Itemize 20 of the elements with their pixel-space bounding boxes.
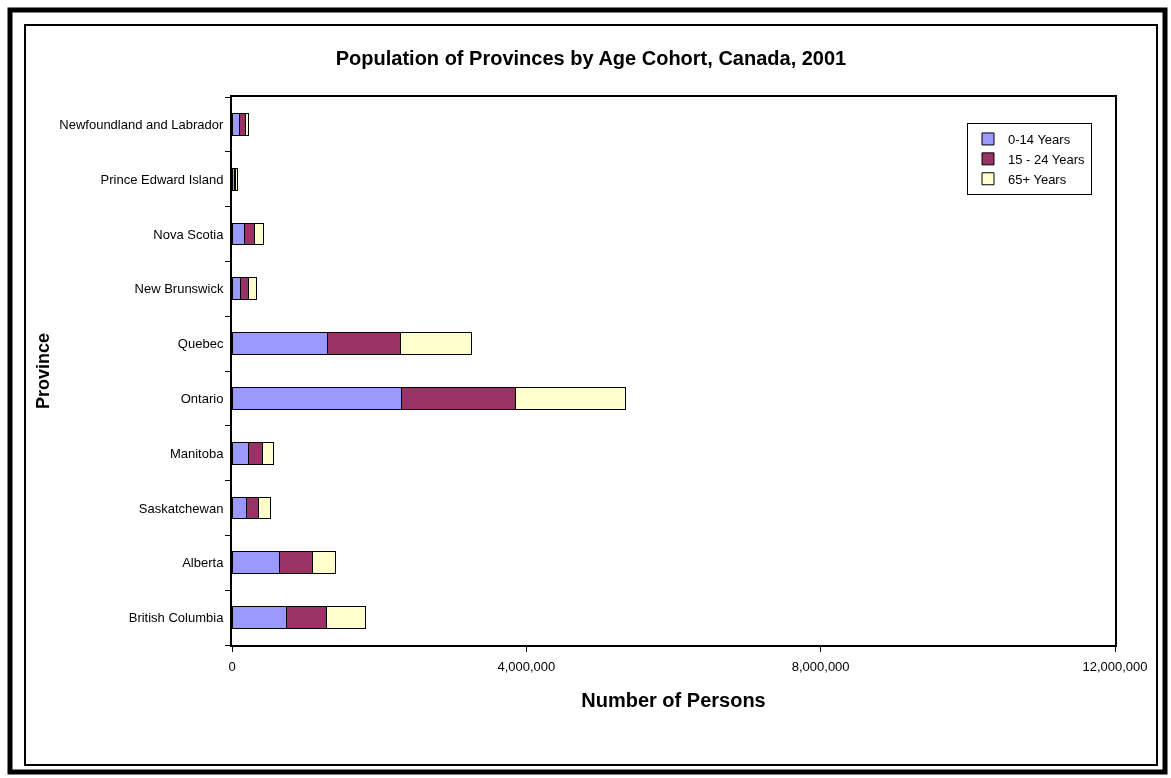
legend-label: 0-14 Years	[1008, 132, 1071, 148]
y-tick-label: Newfoundland and Labrador	[59, 116, 225, 132]
legend-label: 65+ Years	[1008, 171, 1067, 187]
y-tick-label: New Brunswick	[134, 281, 224, 297]
y-tick-label: Ontario	[180, 390, 224, 406]
y-tick-label: Quebec	[177, 336, 224, 352]
x-tick-label: 0	[228, 658, 236, 674]
x-tick-label: 4,000,000	[497, 658, 556, 674]
x-axis-title: Number of Persons	[581, 688, 766, 711]
y-tick-label: Manitoba	[169, 445, 225, 461]
y-tick-label: Alberta	[182, 555, 225, 571]
x-tick-label: 12,000,000	[1082, 658, 1148, 674]
legend-label: 15 - 24 Years	[1008, 151, 1086, 167]
y-tick-label: British Columbia	[128, 610, 225, 626]
y-tick-label: Prince Edward Island	[100, 171, 224, 187]
chart-title: Population of Provinces by Age Cohort, Canada, 2001	[335, 47, 847, 69]
y-tick-label: Saskatchewan	[138, 500, 224, 516]
y-axis-title: Province	[33, 332, 53, 409]
x-tick-label: 8,000,000	[791, 658, 850, 674]
y-tick-label: Nova Scotia	[153, 226, 225, 242]
